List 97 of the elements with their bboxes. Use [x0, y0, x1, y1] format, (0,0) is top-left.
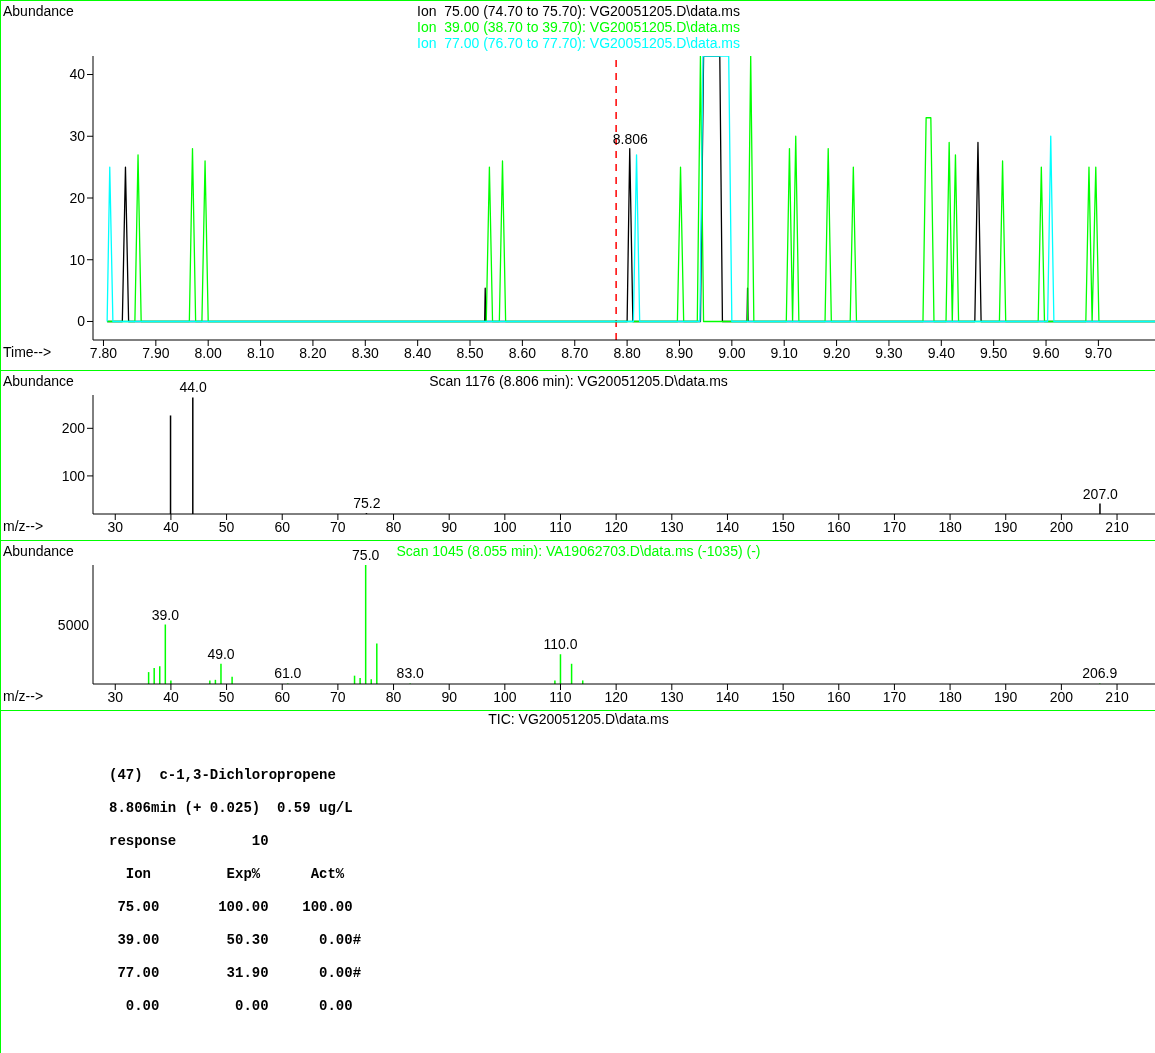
y-tick-label: 40 — [69, 66, 86, 83]
annotation: 83.0 — [396, 665, 425, 682]
x-axis-title: m/z--> — [3, 688, 44, 704]
x-tick-label: 60 — [274, 688, 291, 705]
annotation: 49.0 — [207, 645, 235, 662]
y-tick-label: 10 — [69, 251, 86, 268]
x-tick-label: 8.60 — [508, 344, 537, 361]
text: 77.00 31.90 0.00# — [116, 965, 362, 981]
series-label: Ion 39.00 (38.70 to 39.70): VG20051205.D\data.ms — [416, 19, 741, 35]
x-tick-label: 70 — [330, 518, 346, 535]
text: 75.00 100.00 100.00 — [116, 899, 353, 915]
x-tick-label: 7.90 — [142, 344, 170, 361]
text: 39.00 50.30 0.00# — [116, 932, 362, 948]
x-tick-label: 50 — [218, 518, 235, 535]
x-tick-label: 90 — [441, 688, 458, 705]
x-tick-label: 170 — [882, 688, 907, 705]
x-tick-label: 140 — [715, 688, 740, 705]
x-tick-label: 8.30 — [351, 344, 380, 361]
y-axis-title: Abundance — [3, 373, 74, 389]
text: TIC: VG20051205.D\data.ms — [487, 711, 670, 727]
x-tick-label: 180 — [938, 688, 962, 705]
x-tick-label: 110 — [549, 688, 572, 705]
x-tick-label: 9.20 — [822, 344, 851, 361]
annotation: 207.0 — [1082, 485, 1119, 502]
x-axis-title: m/z--> — [3, 518, 44, 534]
annotation: 39.0 — [151, 606, 180, 623]
x-tick-label: 130 — [660, 518, 684, 535]
annotation: 8.806 — [612, 130, 648, 147]
x-tick-label: 40 — [163, 518, 179, 535]
x-tick-label: 8.90 — [665, 344, 694, 361]
x-tick-label: 8.50 — [456, 344, 484, 361]
text: 0.00 0.00 0.00 — [124, 998, 353, 1014]
x-tick-label: 9.70 — [1084, 344, 1113, 361]
x-tick-label: 8.70 — [561, 344, 589, 361]
text: (47) c-1,3-Dichloropropene — [109, 767, 336, 783]
x-tick-label: 80 — [385, 688, 402, 705]
x-tick-label: 8.40 — [404, 344, 432, 361]
x-tick-label: 7.80 — [89, 344, 118, 361]
x-tick-label: 130 — [660, 688, 684, 705]
text: Ion 75.00 (74.70 to 75.70): VG20051205.D\data.ms — [417, 3, 740, 19]
annotation: 206.9 — [1082, 665, 1118, 682]
x-tick-label: 120 — [604, 688, 629, 705]
x-tick-label: 140 — [715, 518, 740, 535]
x-tick-label: 170 — [882, 518, 907, 535]
x-tick-label: 120 — [604, 518, 629, 535]
x-tick-label: 8.20 — [299, 344, 327, 361]
x-tick-label: 200 — [1049, 688, 1074, 705]
x-tick-label: 60 — [274, 518, 291, 535]
x-axis-title: Time--> — [3, 344, 52, 360]
x-tick-label: 40 — [163, 688, 179, 705]
x-tick-label: 8.10 — [246, 344, 275, 361]
x-tick-label: 9.60 — [1032, 344, 1060, 361]
text: response 10 — [109, 833, 269, 849]
x-tick-label: 150 — [771, 518, 796, 535]
x-tick-label: 70 — [330, 688, 346, 705]
x-tick-label: 9.00 — [718, 344, 746, 361]
y-axis-title: Abundance — [3, 3, 74, 19]
x-tick-label: 190 — [994, 688, 1018, 705]
text: 5000 — [57, 616, 89, 633]
annotation: 44.0 — [179, 379, 208, 396]
x-tick-label: 9.50 — [980, 344, 1008, 361]
text: Ion Exp% Act% — [124, 866, 345, 882]
y-tick-label: 0 — [77, 313, 86, 330]
x-tick-label: 50 — [218, 688, 235, 705]
x-tick-label: 8.80 — [613, 344, 641, 361]
x-tick-label: 9.30 — [875, 344, 903, 361]
x-tick-label: 80 — [385, 518, 402, 535]
chart-title: Scan 1045 (8.055 min): VA19062703.D\data.ms (-1035) (-) — [396, 543, 761, 559]
series-label: Ion 77.00 (76.70 to 77.70): VG20051205.D\data.ms — [416, 35, 741, 51]
y-tick-label: 30 — [69, 128, 86, 145]
x-tick-label: 9.10 — [770, 344, 799, 361]
y-tick-label: 20 — [69, 189, 86, 206]
text: 8.806min (+ 0.025) 0.59 ug/L — [109, 800, 353, 816]
x-tick-label: 190 — [994, 518, 1018, 535]
y-axis-title: Abundance — [3, 543, 74, 559]
annotation: 110.0 — [543, 636, 578, 653]
annotation: 75.2 — [353, 495, 381, 512]
x-tick-label: 100 — [493, 688, 517, 705]
y-tick-label: 200 — [61, 420, 86, 437]
annotation: 75.0 — [352, 547, 380, 563]
x-tick-label: 30 — [107, 688, 124, 705]
x-tick-label: 160 — [827, 688, 851, 705]
chart-title: Scan 1176 (8.806 min): VG20051205.D\data.ms — [429, 373, 728, 389]
x-tick-label: 210 — [1105, 688, 1129, 705]
x-tick-label: 210 — [1105, 518, 1129, 535]
x-tick-label: 200 — [1049, 518, 1074, 535]
x-tick-label: 180 — [938, 518, 962, 535]
x-tick-label: 150 — [771, 688, 796, 705]
y-tick-label: 100 — [61, 467, 86, 484]
x-tick-label: 100 — [493, 518, 517, 535]
x-tick-label: 8.00 — [194, 344, 223, 361]
x-tick-label: 110 — [549, 518, 572, 535]
x-tick-label: 9.40 — [927, 344, 956, 361]
x-tick-label: 30 — [107, 518, 124, 535]
annotation: 61.0 — [274, 665, 302, 682]
x-tick-label: 90 — [441, 518, 458, 535]
x-tick-label: 160 — [827, 518, 851, 535]
